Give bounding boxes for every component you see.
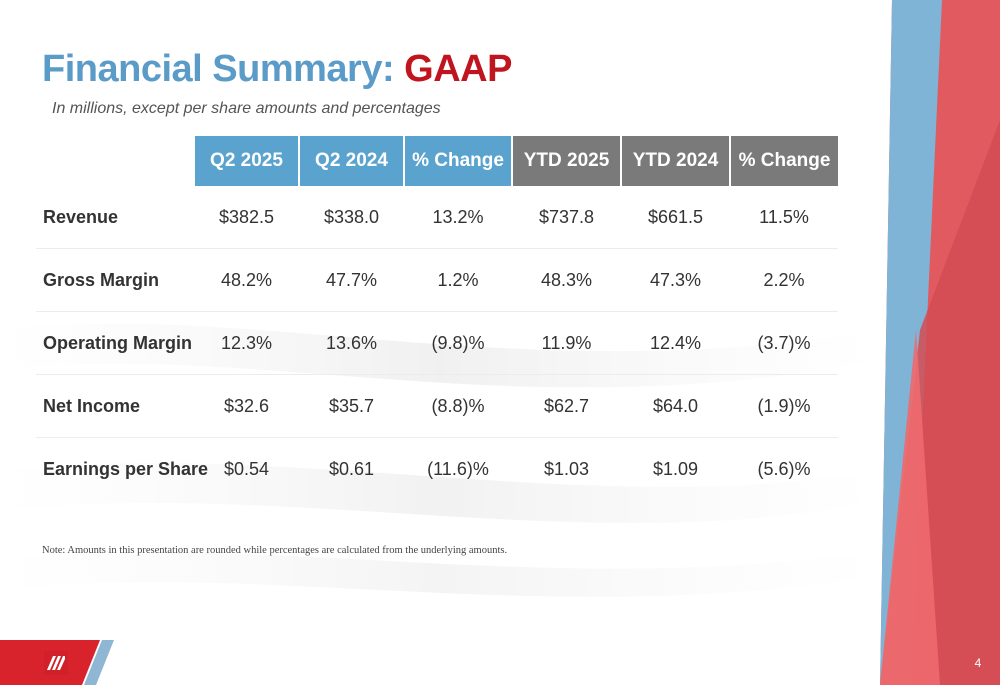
row-label: Revenue <box>36 186 194 249</box>
page-number: 4 <box>974 656 982 670</box>
table-cell: $0.61 <box>328 458 375 479</box>
page-title: Financial Summary: GAAP <box>42 48 512 91</box>
table-cell: $64.0 <box>621 374 730 438</box>
table-cell: (8.8)% <box>404 374 512 438</box>
header-blank <box>36 136 194 186</box>
table-cell: (11.6)% <box>427 458 489 479</box>
title-accent: GAAP <box>404 48 512 90</box>
table-cell: $382.5 <box>194 186 299 249</box>
table-cell: $338.0 <box>299 186 404 249</box>
row-label: Operating Margin <box>36 311 194 375</box>
financial-summary-table: Q2 2025 Q2 2024 % Change YTD 2025 YTD 20… <box>36 136 838 500</box>
table-cell: $1.03 <box>543 458 590 479</box>
title-main: Financial Summary: <box>42 48 405 90</box>
row-label: Net Income <box>36 374 194 438</box>
table-cell: (1.9)% <box>730 374 838 438</box>
table-cell: $35.7 <box>299 374 404 438</box>
company-logo-icon <box>44 651 68 675</box>
table-cell: 1.2% <box>404 248 512 312</box>
table-cell: (9.8)% <box>404 311 512 375</box>
table-row: Net Income $32.6 $35.7 (8.8)% $62.7 $64.… <box>36 374 838 438</box>
header-ytd-2024: YTD 2024 <box>620 136 730 186</box>
table-cell: 2.2% <box>730 248 838 312</box>
row-label: Gross Margin <box>36 248 194 312</box>
table-cell: (3.7)% <box>730 311 838 375</box>
table-cell: $1.09 <box>652 458 699 479</box>
table-cell: 12.3% <box>194 311 299 375</box>
table-cell: 47.3% <box>621 248 730 312</box>
row-label: Earnings per Share <box>43 458 209 479</box>
table-row: Gross Margin 48.2% 47.7% 1.2% 48.3% 47.3… <box>36 248 838 312</box>
table-cell: $32.6 <box>194 374 299 438</box>
table-cell: 11.9% <box>512 311 621 375</box>
header-q2-2024: Q2 2024 <box>298 136 404 186</box>
right-decorative-panel <box>880 0 1000 685</box>
table-cell: 48.3% <box>512 248 621 312</box>
table-row: Operating Margin 12.3% 13.6% (9.8)% 11.9… <box>36 311 838 375</box>
table-cell: $62.7 <box>512 374 621 438</box>
table-row: Revenue $382.5 $338.0 13.2% $737.8 $661.… <box>36 186 838 249</box>
table-cell: $0.54 <box>223 458 270 479</box>
table-cell: 13.2% <box>404 186 512 249</box>
table-cell: 12.4% <box>621 311 730 375</box>
header-ytd-change: % Change <box>729 136 838 186</box>
footnote: Note: Amounts in this presentation are r… <box>42 545 508 556</box>
table-cell: 47.7% <box>299 248 404 312</box>
table-row: Earnings per Share $0.54 $0.61 (11.6)% $… <box>36 438 838 501</box>
table-header-row: Q2 2025 Q2 2024 % Change YTD 2025 YTD 20… <box>36 136 838 186</box>
table-cell: $737.8 <box>512 186 621 249</box>
table-cell: (5.6)% <box>757 458 811 479</box>
header-q2-2025: Q2 2025 <box>193 136 299 186</box>
table-cell: $661.5 <box>621 186 730 249</box>
table-cell: 13.6% <box>299 311 404 375</box>
page-subtitle: In millions, except per share amounts an… <box>52 100 441 117</box>
table-cell: 11.5% <box>730 186 838 249</box>
table-cell: 48.2% <box>194 248 299 312</box>
header-ytd-2025: YTD 2025 <box>511 136 621 186</box>
header-quarter-change: % Change <box>403 136 512 186</box>
